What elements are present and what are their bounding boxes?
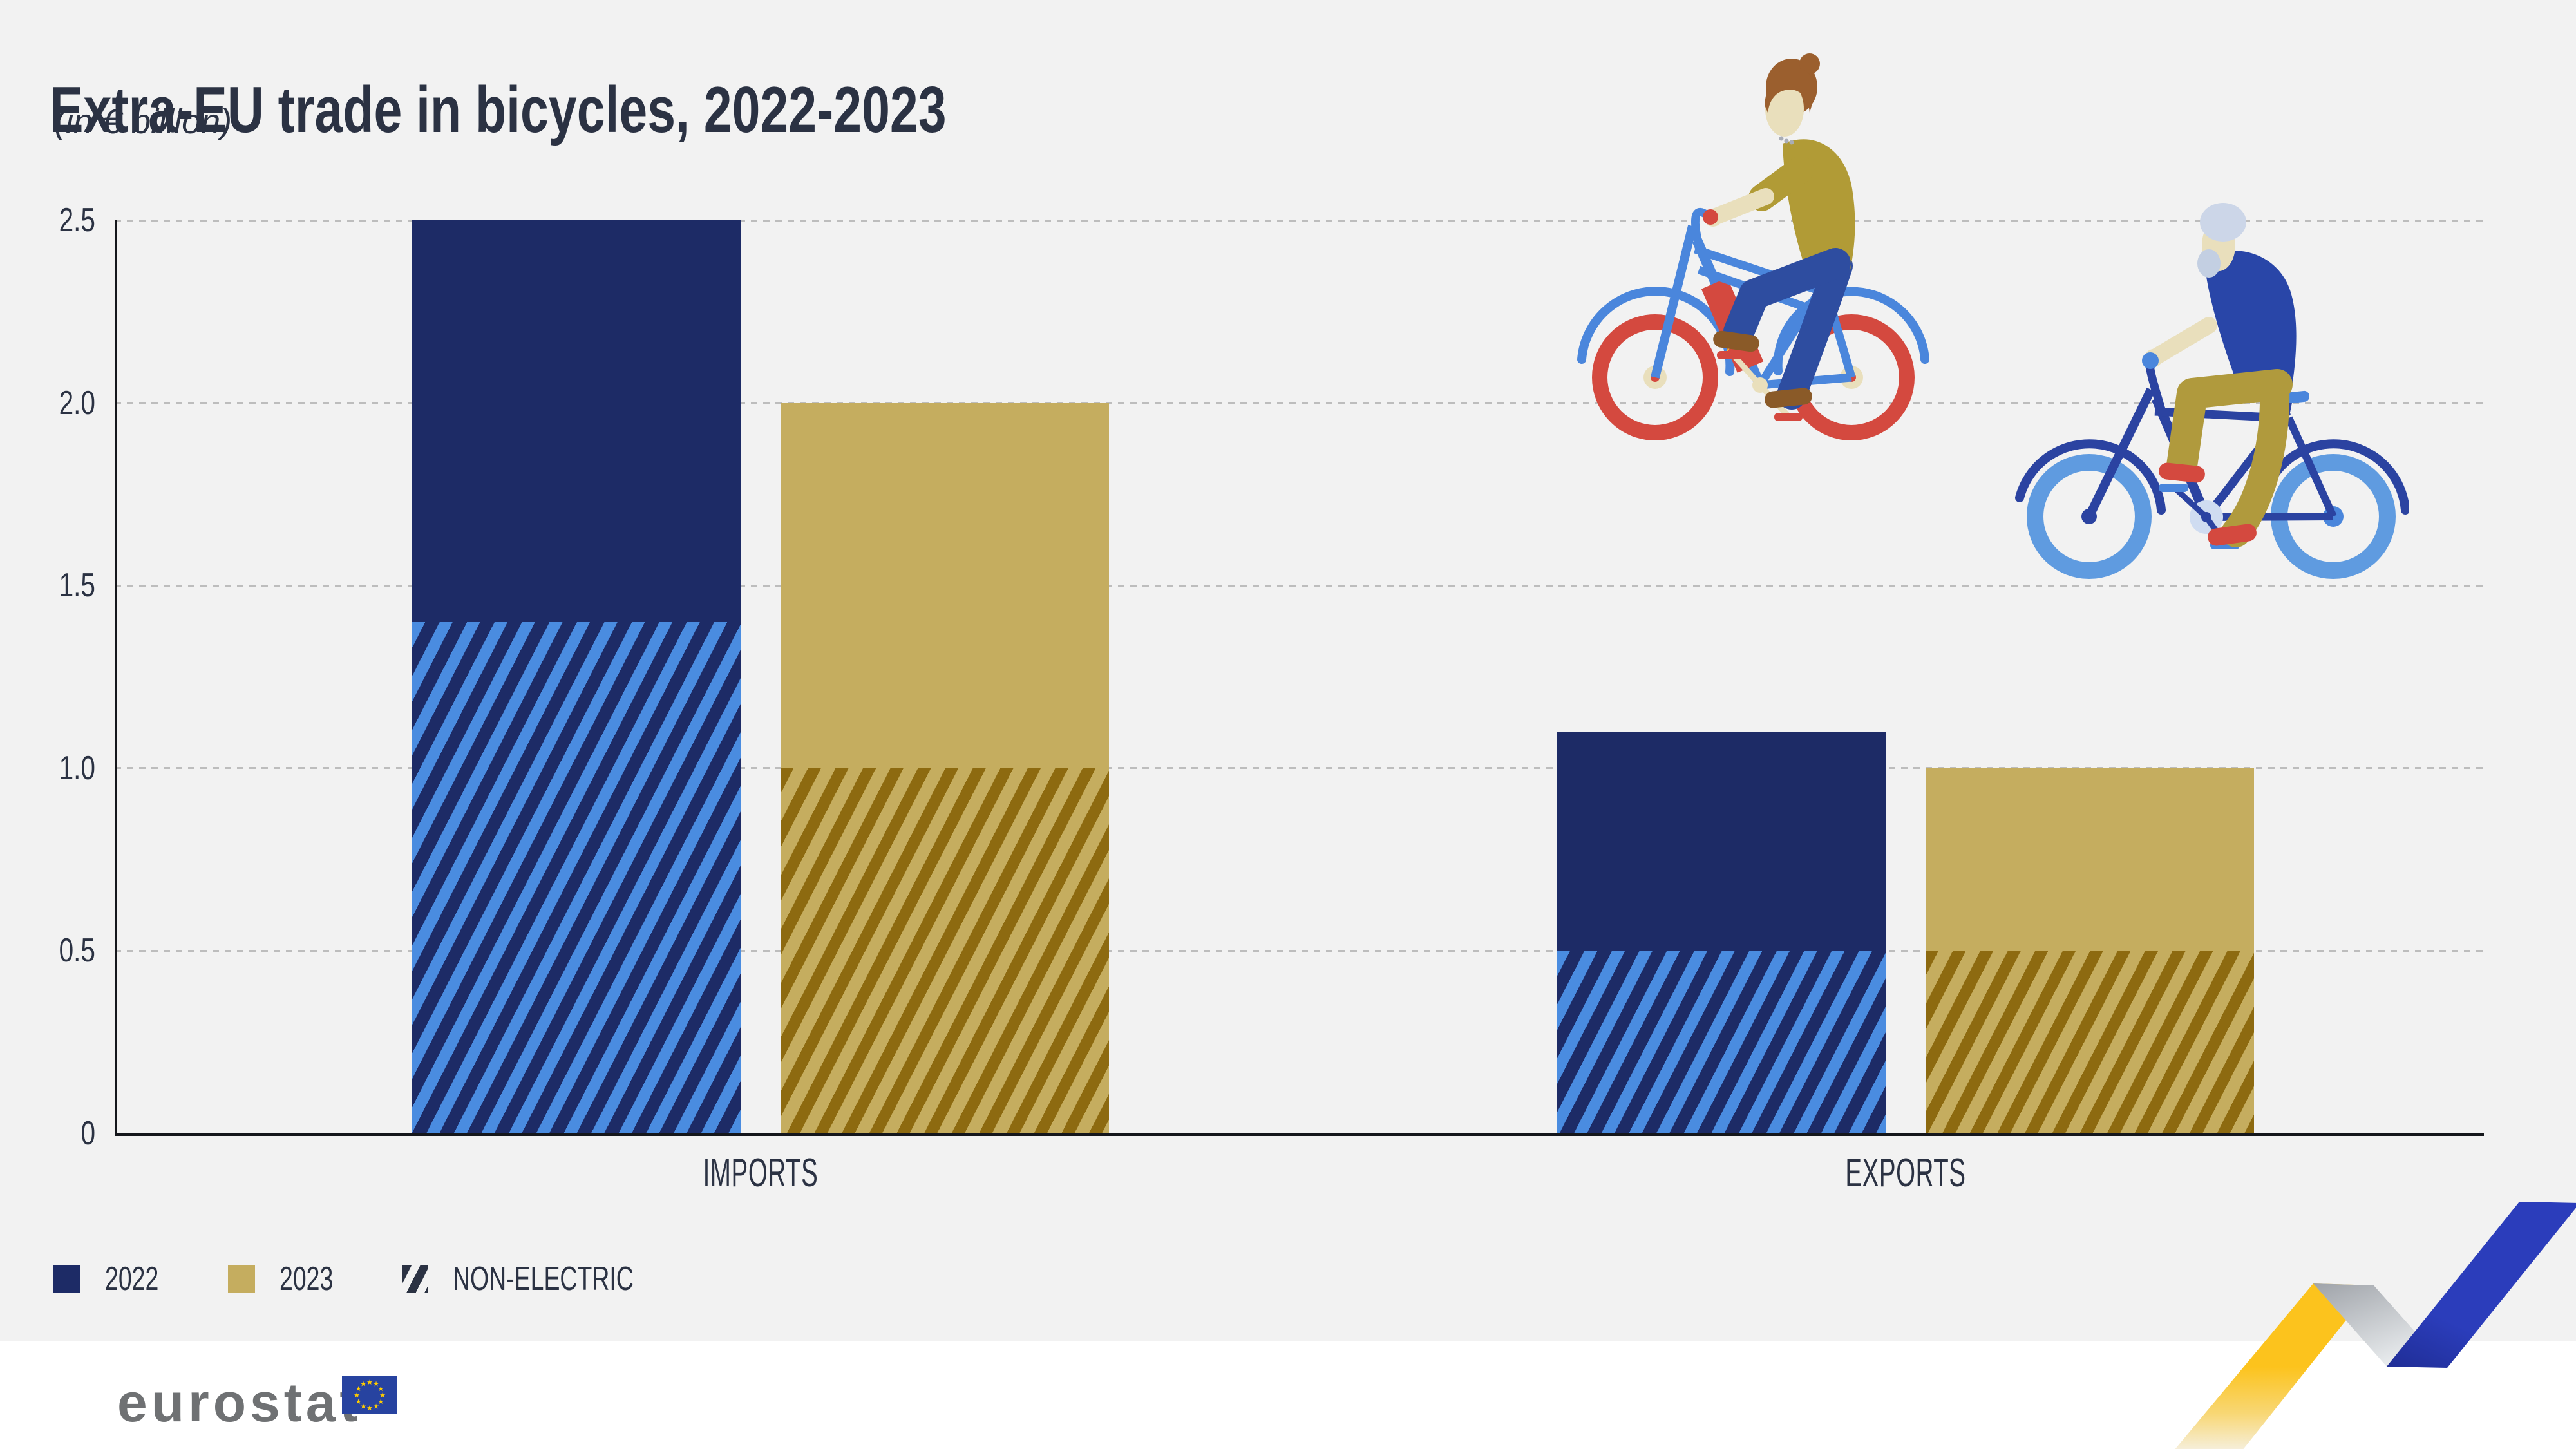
legend-swatch-2023 bbox=[228, 1265, 255, 1293]
woman-riding-red-bicycle-illustration bbox=[1577, 53, 1929, 440]
svg-text:★: ★ bbox=[377, 1398, 384, 1406]
y-tick-label: 2.0 bbox=[59, 384, 95, 422]
svg-text:★: ★ bbox=[354, 1392, 360, 1399]
x-axis-line bbox=[115, 1133, 2484, 1136]
non-electric-hatch-segment bbox=[781, 768, 1109, 1133]
legend-label: 2022 bbox=[105, 1260, 159, 1298]
legend-label: 2023 bbox=[279, 1260, 334, 1298]
svg-text:★: ★ bbox=[379, 1392, 386, 1399]
footer-band bbox=[0, 1341, 2576, 1449]
bar-exports-2022 bbox=[1557, 732, 1886, 1133]
x-axis-label-exports: EXPORTS bbox=[1845, 1151, 1966, 1195]
gridline-2.0 bbox=[115, 402, 2483, 404]
bar-exports-2023 bbox=[1926, 768, 2254, 1133]
y-tick-label: 1.0 bbox=[59, 749, 95, 787]
y-tick-label: 1.5 bbox=[59, 567, 95, 605]
svg-text:★: ★ bbox=[360, 1403, 366, 1410]
legend-swatch-2022 bbox=[53, 1265, 80, 1293]
non-electric-hatch-segment bbox=[1926, 951, 2254, 1133]
svg-text:★: ★ bbox=[360, 1381, 366, 1388]
svg-text:★: ★ bbox=[373, 1381, 379, 1388]
non-electric-hatch-segment bbox=[412, 621, 741, 1133]
x-axis-label-imports: IMPORTS bbox=[703, 1151, 819, 1195]
non-electric-hatch-segment bbox=[1557, 951, 1886, 1133]
gridline-0.5 bbox=[115, 949, 2483, 952]
legend-item-2022: 2022 bbox=[53, 1260, 180, 1298]
eu-flag-stars: ★ ★★★★★★★★★★★ bbox=[354, 1379, 386, 1412]
legend-item-2023: 2023 bbox=[228, 1260, 354, 1298]
y-tick-label: 0 bbox=[80, 1115, 95, 1152]
gridline-1.0 bbox=[115, 767, 2483, 770]
bar-imports-2022 bbox=[412, 220, 741, 1133]
eurostat-wordmark: eurostat bbox=[117, 1372, 362, 1433]
elderly-man-riding-blue-bicycle-illustration bbox=[2015, 203, 2409, 579]
svg-text:★: ★ bbox=[355, 1385, 362, 1393]
y-tick-label: 0.5 bbox=[59, 932, 95, 970]
chart-unit-subtitle: (in € billion) bbox=[54, 102, 232, 141]
gridline-2.5 bbox=[115, 219, 2483, 222]
page-title: Extra-EU trade in bicycles, 2022-2023 bbox=[50, 73, 947, 146]
y-axis-line bbox=[115, 220, 117, 1136]
svg-text:★: ★ bbox=[355, 1398, 362, 1406]
eu-flag-icon: ★ ★★★★★★★★★★★ bbox=[342, 1376, 397, 1414]
legend-item-non-electric: NON-ELECTRIC bbox=[402, 1260, 704, 1298]
legend-swatch-hatch bbox=[402, 1265, 428, 1293]
legend-label: NON-ELECTRIC bbox=[453, 1260, 634, 1298]
svg-text:★: ★ bbox=[377, 1385, 384, 1393]
bar-imports-2023 bbox=[781, 402, 1109, 1133]
svg-text:★: ★ bbox=[373, 1403, 379, 1410]
ribbon-zigzag-graphic bbox=[2175, 1202, 2576, 1449]
svg-text:★: ★ bbox=[366, 1405, 373, 1412]
gridline-1.5 bbox=[115, 584, 2483, 587]
svg-text:★: ★ bbox=[366, 1379, 373, 1387]
y-tick-label: 2.5 bbox=[59, 202, 95, 239]
